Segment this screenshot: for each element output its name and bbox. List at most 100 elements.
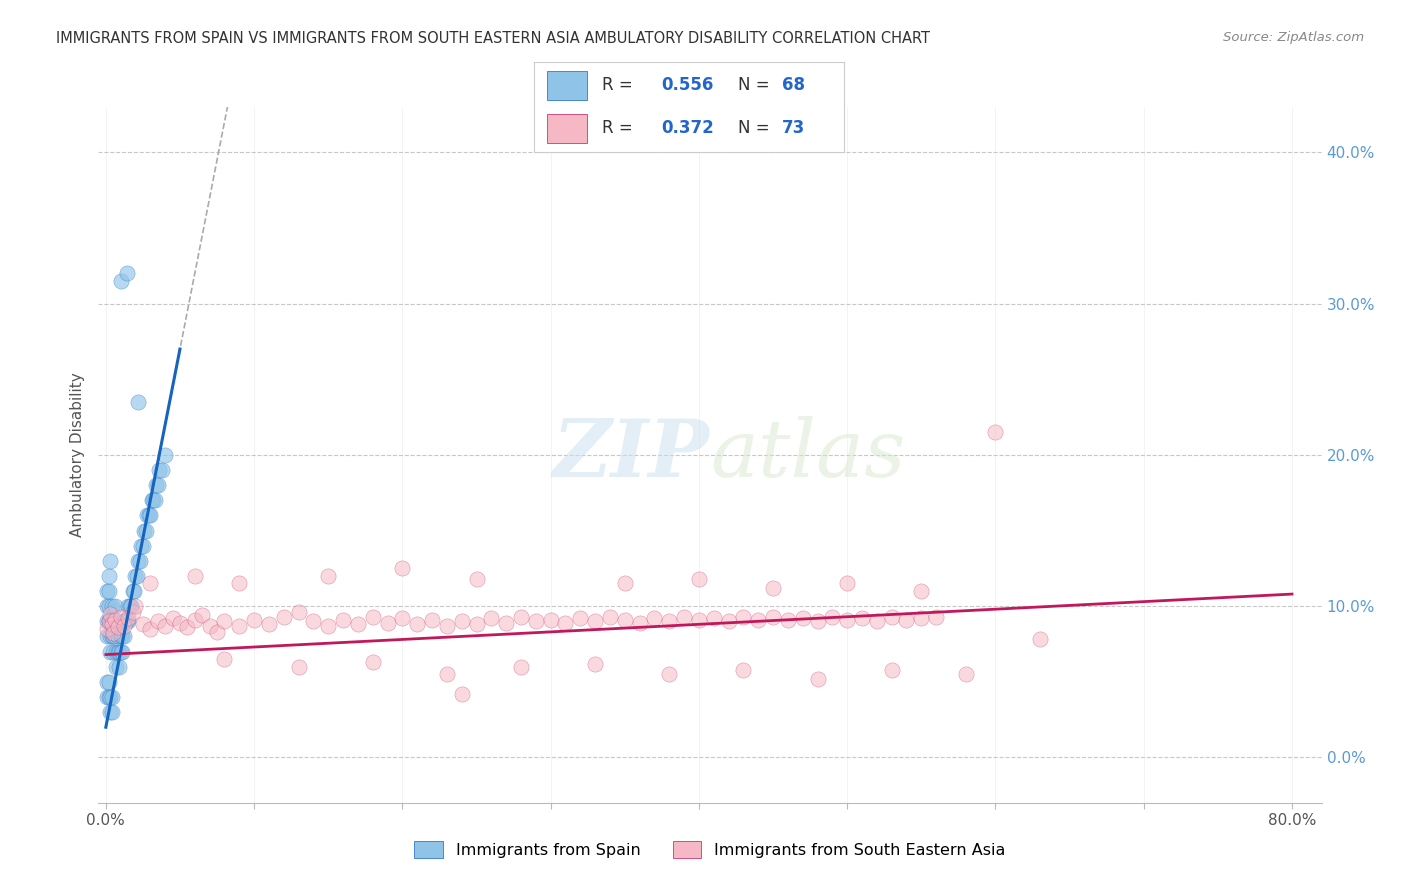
Point (910, 611, 932, 625)
Point (747, 613, 769, 627)
Point (243, 613, 266, 627)
Point (104, 629, 127, 643)
Point (115, 267, 138, 281)
Point (316, 569, 339, 583)
Point (142, 493, 165, 508)
Point (100, 629, 122, 643)
Point (131, 539, 153, 553)
Point (103, 644, 125, 658)
Point (733, 609, 755, 624)
Point (139, 576, 162, 591)
Text: R =: R = (602, 119, 638, 137)
Point (880, 609, 903, 624)
Point (465, 617, 488, 632)
Point (129, 554, 152, 568)
Point (100, 615, 122, 629)
Point (377, 615, 399, 630)
Point (184, 613, 207, 627)
Point (132, 539, 155, 553)
Point (257, 617, 280, 632)
Text: N =: N = (738, 119, 775, 137)
Point (136, 508, 159, 523)
Point (776, 613, 799, 627)
Text: ZIP: ZIP (553, 417, 710, 493)
Point (450, 687, 472, 701)
Point (150, 463, 173, 477)
Point (837, 613, 859, 627)
Point (98, 705, 121, 719)
Point (127, 395, 149, 409)
Point (103, 615, 125, 629)
Point (121, 605, 143, 619)
Point (127, 554, 149, 568)
Point (110, 274, 132, 288)
Point (821, 609, 844, 624)
Point (191, 608, 214, 623)
Point (866, 615, 889, 629)
Point (120, 599, 142, 614)
Point (162, 611, 184, 625)
Point (112, 619, 135, 633)
Point (111, 629, 134, 643)
Point (361, 655, 384, 669)
Point (880, 663, 903, 677)
Point (135, 524, 157, 538)
Point (391, 611, 413, 625)
Point (134, 524, 156, 538)
Point (479, 611, 502, 625)
Point (1029, 632, 1052, 647)
Point (104, 599, 127, 614)
Point (103, 626, 125, 640)
Point (97, 569, 120, 583)
Point (436, 667, 458, 681)
Point (792, 611, 814, 625)
Text: Source: ZipAtlas.com: Source: ZipAtlas.com (1223, 31, 1364, 45)
Point (302, 615, 325, 629)
Point (495, 615, 517, 630)
Point (125, 569, 148, 583)
Point (114, 615, 136, 629)
Point (121, 584, 143, 599)
Point (146, 615, 169, 629)
Text: 73: 73 (782, 119, 806, 137)
Point (100, 705, 122, 719)
Point (673, 609, 696, 624)
Point (332, 613, 354, 627)
Point (214, 615, 236, 629)
Point (97, 599, 120, 614)
Point (107, 644, 129, 658)
Point (122, 584, 145, 599)
Point (198, 619, 221, 633)
Point (925, 609, 948, 624)
Point (806, 672, 828, 686)
Point (98, 554, 121, 568)
Point (806, 615, 828, 629)
FancyBboxPatch shape (547, 71, 586, 100)
Point (117, 615, 139, 629)
Point (132, 617, 155, 632)
Point (100, 690, 122, 704)
Text: atlas: atlas (710, 417, 905, 493)
Y-axis label: Ambulatory Disability: Ambulatory Disability (70, 373, 86, 537)
Point (406, 617, 429, 632)
Point (658, 667, 681, 681)
Point (583, 615, 606, 629)
Point (955, 667, 977, 681)
Point (510, 659, 533, 673)
Point (583, 657, 606, 671)
Point (111, 644, 134, 658)
Point (110, 609, 132, 624)
Point (910, 584, 932, 599)
Point (105, 644, 128, 658)
Point (599, 609, 621, 624)
Point (851, 611, 873, 625)
Point (658, 615, 681, 629)
Point (896, 613, 918, 627)
Point (110, 629, 132, 643)
Point (347, 617, 370, 632)
Point (96, 615, 118, 629)
Point (762, 609, 785, 624)
Point (97, 615, 120, 629)
Text: IMMIGRANTS FROM SPAIN VS IMMIGRANTS FROM SOUTH EASTERN ASIA AMBULATORY DISABILIT: IMMIGRANTS FROM SPAIN VS IMMIGRANTS FROM… (56, 31, 931, 46)
Text: 0.556: 0.556 (661, 76, 713, 95)
